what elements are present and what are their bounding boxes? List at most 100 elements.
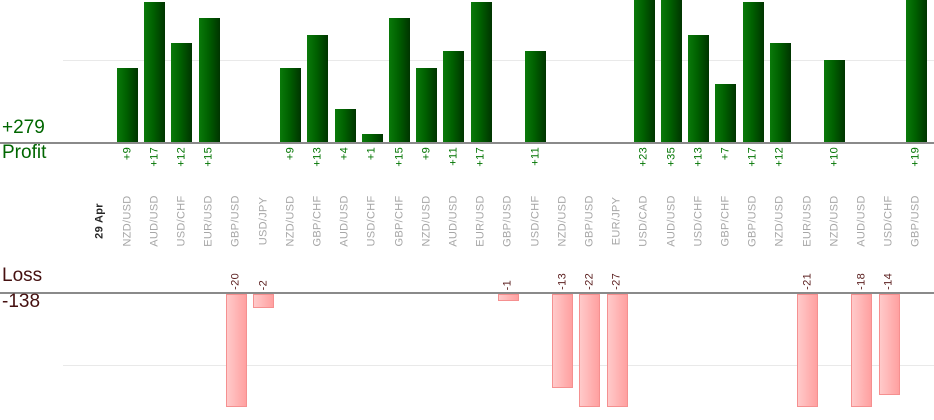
profit-bar [769, 43, 791, 142]
profit-bar [280, 67, 302, 142]
loss-bar [552, 294, 574, 388]
profit-axis-label: Profit [2, 142, 47, 163]
bar-value-label: +17 [474, 147, 487, 167]
bar-value-label: +1 [365, 147, 378, 161]
category-label: GBP/USD [746, 195, 759, 247]
bar-value-label: -1 [501, 279, 514, 290]
loss-axis-line [0, 292, 934, 294]
loss-total: -138 [2, 291, 41, 312]
loss-bar [878, 294, 900, 395]
profit-bar [144, 1, 166, 142]
bar-value-label: +7 [719, 147, 732, 161]
loss-bar [497, 294, 519, 302]
category-label: AUD/USD [148, 195, 161, 247]
bar-value-label: +12 [175, 147, 188, 167]
profit-total: +279 [2, 117, 45, 138]
category-label: USD/CHF [175, 195, 188, 247]
profit-bar [905, 0, 927, 142]
bar-value-label: +9 [284, 147, 297, 161]
bar-value-label: +4 [338, 147, 351, 161]
profit-bar [525, 51, 546, 142]
bar-value-label: -20 [229, 273, 242, 290]
category-label: GBP/CHF [393, 195, 405, 247]
bar-value-label: +15 [202, 147, 215, 167]
profit-bar [361, 133, 383, 142]
category-label: NZD/USD [773, 195, 786, 247]
category-label: EUR/USD [474, 195, 487, 247]
profit-bar [307, 34, 329, 142]
bar-value-label: +19 [909, 147, 922, 167]
bar-value-label: +9 [121, 147, 133, 161]
profit-gridline [63, 60, 934, 61]
category-label: USD/CAD [637, 195, 650, 247]
bar-value-label: -14 [882, 273, 895, 290]
profit-bar [688, 34, 710, 142]
bar-value-label: +12 [773, 147, 786, 167]
profit-bar [742, 1, 764, 142]
bar-value-label: +15 [393, 147, 405, 167]
category-label: NZD/USD [556, 195, 569, 247]
category-label: AUD/USD [665, 195, 677, 247]
category-label: AUD/USD [338, 195, 351, 247]
category-label: EUR/USD [801, 195, 813, 247]
bar-value-label: +23 [637, 147, 650, 167]
bar-value-label: -18 [855, 273, 868, 290]
bar-value-label: +10 [828, 147, 841, 167]
profit-bar [198, 18, 220, 142]
category-label: USD/CHF [692, 195, 705, 247]
category-label: USD/CHF [529, 195, 541, 247]
category-label: GBP/USD [229, 195, 242, 247]
profit-bar [633, 0, 655, 142]
profit-bar [416, 67, 438, 142]
profit-bar [389, 18, 410, 142]
category-label: NZD/USD [828, 195, 841, 247]
category-label: EUR/JPY [610, 196, 623, 246]
bar-value-label: -21 [801, 273, 813, 290]
category-label: USD/CHF [365, 195, 378, 247]
profit-axis-line [0, 142, 934, 144]
profit-bar [117, 67, 138, 142]
bar-value-label: -27 [610, 273, 623, 290]
category-label: GBP/USD [909, 195, 922, 247]
category-label: USD/CHF [882, 195, 895, 247]
category-label: AUD/USD [855, 195, 868, 247]
category-label: AUD/USD [447, 195, 460, 247]
category-label: NZD/USD [121, 195, 133, 247]
profit-bar [470, 1, 492, 142]
category-label: EUR/USD [202, 195, 215, 247]
date-label: 29 Apr [93, 203, 106, 239]
loss-bar [851, 294, 873, 407]
bar-value-label: +17 [746, 147, 759, 167]
bar-value-label: +17 [148, 147, 161, 167]
profit-bar [824, 59, 846, 142]
bar-value-label: +11 [447, 147, 460, 166]
bar-value-label: -22 [583, 273, 596, 290]
category-label: USD/JPY [257, 196, 269, 246]
category-label: GBP/USD [501, 195, 514, 247]
loss-gridline [63, 365, 934, 366]
category-label: GBP/CHF [311, 195, 324, 247]
bar-value-label: +13 [311, 147, 324, 167]
profit-bar [443, 51, 465, 142]
profit-bar [171, 43, 193, 142]
loss-bar [225, 294, 247, 407]
loss-bar [253, 294, 274, 309]
loss-bar [579, 294, 601, 407]
category-label: GBP/USD [583, 195, 596, 247]
profit-bar [661, 0, 682, 142]
category-label: NZD/USD [420, 195, 433, 247]
profit-bar [334, 109, 356, 142]
bar-value-label: -2 [257, 279, 269, 290]
bar-value-label: -13 [556, 273, 569, 290]
loss-bar [797, 294, 818, 407]
bar-value-label: +35 [665, 147, 677, 167]
bar-value-label: +9 [420, 147, 433, 161]
bar-value-label: +11 [529, 147, 541, 166]
profit-bar [715, 84, 737, 142]
bar-value-label: +13 [692, 147, 705, 167]
loss-bar [606, 294, 628, 407]
loss-axis-label: Loss [2, 265, 43, 286]
category-label: NZD/USD [284, 195, 297, 247]
category-label: GBP/CHF [719, 195, 732, 247]
